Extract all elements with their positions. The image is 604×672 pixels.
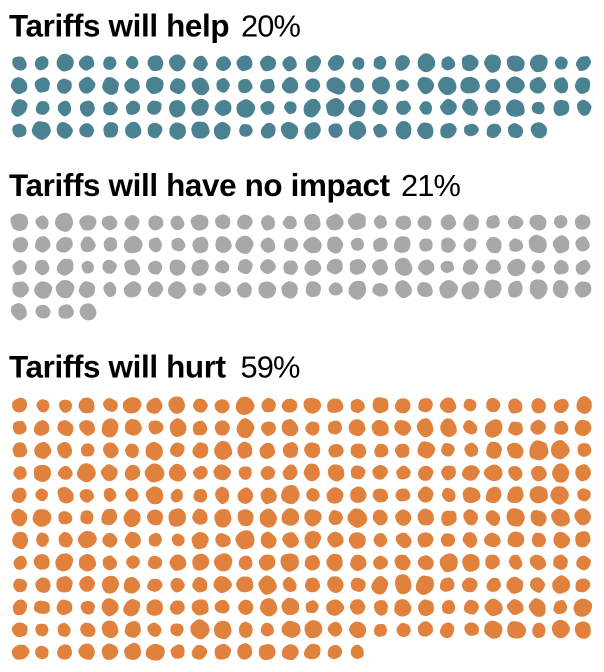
svg-text:Tariffs will hurt59%: Tariffs will hurt 59% [9,350,300,385]
svg-text:Tariffs will have no impact21%: Tariffs will have no impact 21% [9,168,460,203]
svg-text:Tariffs will help20%: Tariffs will help 20% [9,8,300,43]
